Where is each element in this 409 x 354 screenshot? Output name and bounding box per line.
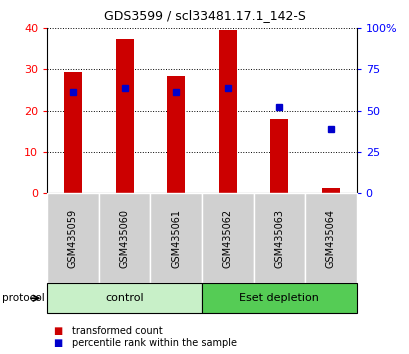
Text: GSM435063: GSM435063 xyxy=(274,209,283,268)
Bar xyxy=(64,72,82,193)
Bar xyxy=(201,193,253,283)
Text: transformed count: transformed count xyxy=(72,326,162,336)
Bar xyxy=(47,193,99,283)
Bar xyxy=(115,39,133,193)
Bar xyxy=(253,193,304,283)
Text: Eset depletion: Eset depletion xyxy=(239,293,319,303)
Text: ■: ■ xyxy=(53,338,63,348)
Bar xyxy=(201,283,356,313)
Bar xyxy=(99,193,150,283)
Text: protocol: protocol xyxy=(2,293,45,303)
Bar xyxy=(47,283,202,313)
Text: control: control xyxy=(105,293,144,303)
Bar xyxy=(150,193,201,283)
Text: GSM435064: GSM435064 xyxy=(325,209,335,268)
Text: GDS3599 / scl33481.17.1_142-S: GDS3599 / scl33481.17.1_142-S xyxy=(104,9,305,22)
Bar xyxy=(270,119,288,193)
Bar xyxy=(218,30,236,193)
Text: GSM435062: GSM435062 xyxy=(222,209,232,268)
Text: GSM435061: GSM435061 xyxy=(171,209,181,268)
Text: percentile rank within the sample: percentile rank within the sample xyxy=(72,338,236,348)
Text: GSM435060: GSM435060 xyxy=(119,209,129,268)
Bar xyxy=(304,193,356,283)
Text: ■: ■ xyxy=(53,326,63,336)
Bar xyxy=(167,76,185,193)
Text: GSM435059: GSM435059 xyxy=(68,209,78,268)
Bar xyxy=(321,188,339,193)
